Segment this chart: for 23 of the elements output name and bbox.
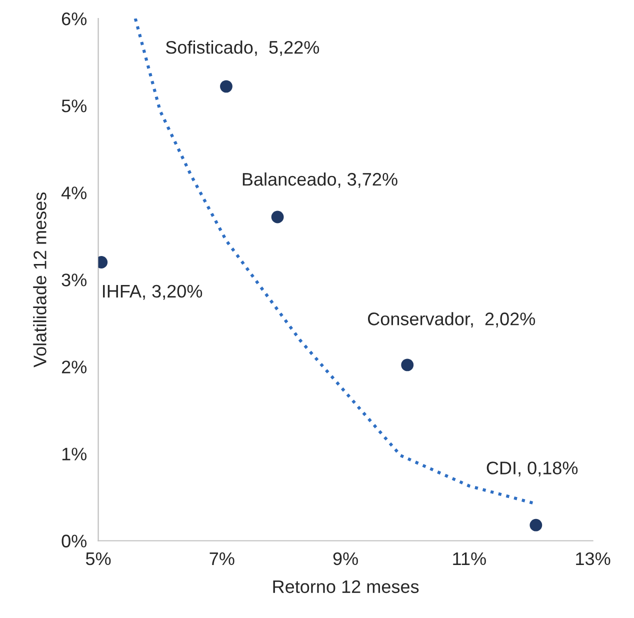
point [530, 518, 542, 532]
x-axis-title: Retorno 12 meses [273, 580, 419, 594]
x-tick-label: 11% [453, 552, 486, 566]
x-tick-label: 5% [86, 552, 111, 566]
y-tick-label: 6% [62, 12, 87, 26]
annotation: IHFA, 3,20% [103, 284, 202, 300]
annotation: Conservador, 2,02% [368, 312, 536, 328]
x-tick-label: 7% [210, 552, 234, 566]
x-tick-label: 13% [576, 552, 610, 566]
point [271, 210, 284, 224]
annotation: CDI, 0,18% [486, 462, 578, 477]
y-tick-label: 2% [62, 360, 87, 374]
x-tick-label: 9% [333, 552, 358, 566]
y-tick-label: 5% [62, 100, 87, 112]
y-axis-title: Volatilidade 12 meses [33, 192, 46, 368]
y-tick-label: 0% [62, 534, 87, 548]
y-tick-label: 4% [61, 186, 87, 200]
annotation: Sofisticado, 5,22% [166, 40, 320, 56]
annotation: Balanceado, 3,72% [242, 172, 398, 188]
y-tick-label: 3% [62, 274, 87, 286]
point [401, 358, 414, 372]
y-tick-label: 1% [62, 448, 87, 460]
point [220, 80, 232, 93]
